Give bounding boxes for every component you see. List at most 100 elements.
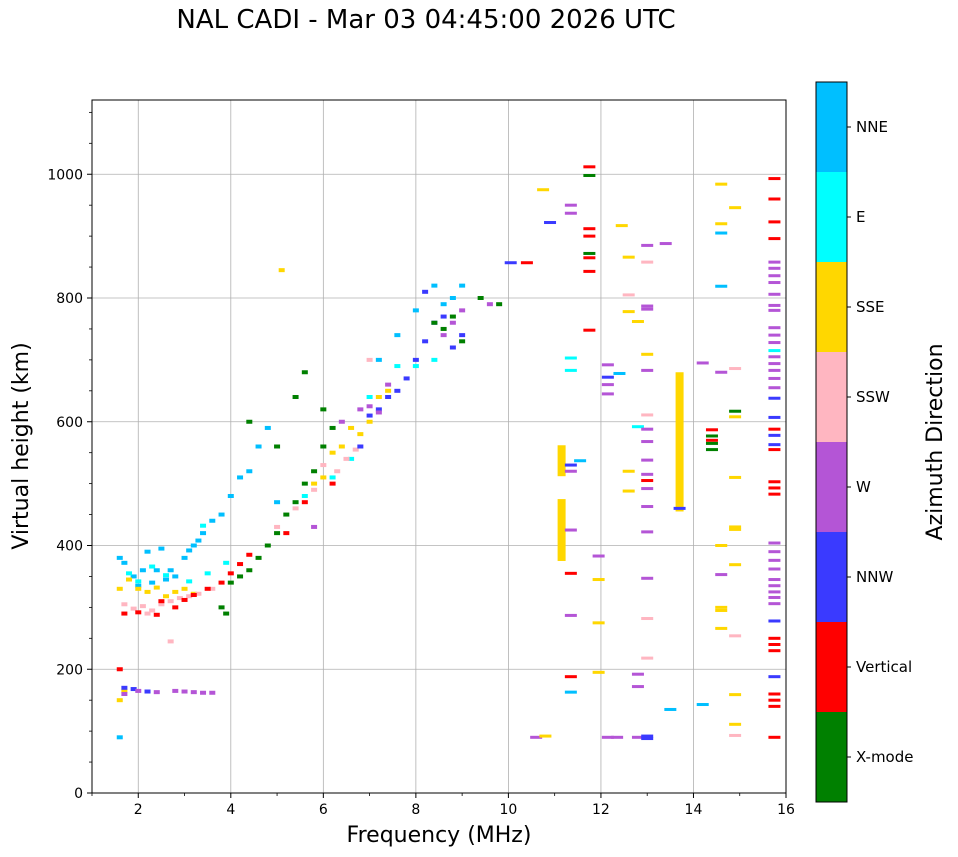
echo-point-nne [246,469,253,474]
echo-point-w [200,690,207,695]
echo-dash-w [530,735,543,739]
echo-point-x-mode [329,425,336,430]
echo-dash-vertical [583,227,596,231]
echo-dash-vertical [768,220,781,224]
echo-dash-vertical [564,571,577,575]
echo-point-w [357,407,364,412]
echo-dash-w [768,386,781,390]
echo-dash-w [768,308,781,312]
echo-point-nne [163,577,170,582]
echo-dash-vertical [583,165,596,169]
echo-point-w [486,302,493,307]
echo-dash-ssw [729,367,742,371]
echo-dash-sse [622,255,635,259]
echo-dash-x-mode [705,448,718,452]
echo-dash-sse [615,224,628,228]
echo-dash-nnw [768,675,781,679]
echo-dash-w [641,307,654,311]
echo-dash-vertical [768,448,781,452]
echo-point-nnw [412,357,419,362]
echo-dash-w [641,243,654,247]
echo-point-vertical [121,611,128,616]
echo-point-e [348,456,355,461]
colorbar-segment-ssw [816,352,847,442]
x-tick-label: 10 [499,802,517,818]
echo-dash-vertical [768,480,781,484]
echo-point-w [181,689,188,694]
echo-point-sse [126,577,133,582]
echo-dash-vertical [583,269,596,273]
echo-dash-w [768,578,781,582]
echo-point-sse [153,585,160,590]
echo-point-sse [329,450,336,455]
echo-point-x-mode [264,543,271,548]
echo-dash-ssw [641,617,654,621]
echo-point-e [394,364,401,369]
echo-point-nne [375,357,382,362]
echo-dash-w [768,602,781,606]
echo-point-vertical [218,580,225,585]
echo-point-sse [135,586,142,591]
plot-frame [91,99,787,794]
echo-dash-w [631,672,644,676]
echo-dash-w [715,573,728,577]
echo-point-w [209,690,216,695]
echo-point-vertical [116,667,123,672]
echo-dash-nne [664,707,677,711]
echo-dash-w [768,567,781,571]
echo-point-sse [338,444,345,449]
echo-point-x-mode [431,320,438,325]
echo-dash-w [768,281,781,285]
echo-dash-w [715,370,728,374]
echo-dash-nnw [641,734,654,738]
echo-point-ssw [352,447,359,452]
echo-point-nne [200,531,207,536]
echo-point-e [200,523,207,528]
echo-dash-w [601,392,614,396]
echo-dash-nnw [768,433,781,437]
echo-dash-w [601,383,614,387]
x-tick-label: 8 [411,802,420,818]
echo-dash-sse [715,626,728,630]
colorbar-label-nne: NNE [856,118,888,136]
echo-point-e [431,357,438,362]
echo-point-sse [116,586,123,591]
echo-column-sse [675,372,684,512]
echo-dash-w [768,558,781,562]
x-tick-label: 16 [777,802,795,818]
echo-point-nne [274,500,281,505]
echo-point-e [301,494,308,498]
x-tick-label: 14 [685,802,703,818]
echo-dash-w [768,326,781,330]
echo-dash-vertical [520,261,533,265]
echo-point-x-mode [320,444,327,449]
echo-dash-vertical [768,486,781,490]
echo-point-x-mode [477,296,484,300]
echo-point-nne [195,538,202,543]
echo-point-w [375,410,382,415]
echo-dash-sse [631,320,644,324]
echo-dash-w [641,368,654,372]
echo-dash-sse [729,563,742,567]
echo-point-sse [357,432,364,437]
echo-point-x-mode [301,370,308,375]
colorbar-label-sse: SSE [856,298,885,316]
echo-dash-vertical [583,328,596,332]
y-axis-label: Virtual height (km) [9,342,34,549]
echo-point-e [223,560,230,565]
echo-dash-vertical [705,428,718,432]
echo-point-ssw [366,357,373,362]
x-tick-label: 12 [592,802,610,818]
echo-point-ssw [334,469,341,474]
echo-point-x-mode [292,500,299,505]
echo-dash-w [768,274,781,278]
echo-point-ssw [186,594,193,599]
echo-dash-nne [564,690,577,694]
echo-dash-ssw [641,413,654,417]
echo-dash-nne [574,459,587,463]
echo-dash-w [641,472,654,476]
echo-dash-nnw [768,396,781,400]
echo-point-nne [227,494,234,498]
y-tick-label: 400 [56,539,83,555]
echo-dash-sse [592,670,605,674]
